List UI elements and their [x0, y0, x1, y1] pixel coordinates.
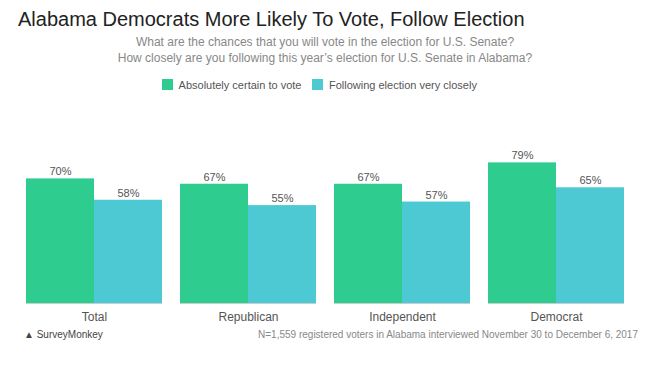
svg-text:70%: 70% [49, 165, 71, 177]
html-text:What are the chances that you: What are the chances that you will vote … [135, 35, 515, 49]
svg-text:57%: 57% [425, 188, 447, 200]
html-text:▲ SurveyMonkey: ▲ SurveyMonkey [24, 328, 103, 340]
html-text:How closely are you following: How closely are you following this year’… [117, 51, 533, 65]
svg-text:Independent: Independent [369, 310, 436, 324]
svg-text:Democrat: Democrat [530, 310, 583, 324]
svg-text:58%: 58% [117, 186, 139, 198]
html-text:Alabama Democrats More Likely: Alabama Democrats More Likely To Vote, F… [18, 8, 525, 30]
svg-text:79%: 79% [511, 149, 533, 161]
svg-text:55%: 55% [271, 192, 293, 204]
svg-text:Total: Total [82, 310, 107, 324]
svg-text:67%: 67% [203, 170, 225, 182]
html-text:Absolutely certain to vote: Absolutely certain to vote [178, 78, 302, 91]
svg-text:65%: 65% [579, 174, 601, 186]
html-text:N=1,559 registered voters in A: N=1,559 registered voters in Alabama int… [258, 328, 638, 340]
html-text:Following election very closel: Following election very closely [329, 78, 477, 91]
svg-text:Republican: Republican [218, 310, 278, 324]
svg-text:67%: 67% [357, 170, 379, 182]
